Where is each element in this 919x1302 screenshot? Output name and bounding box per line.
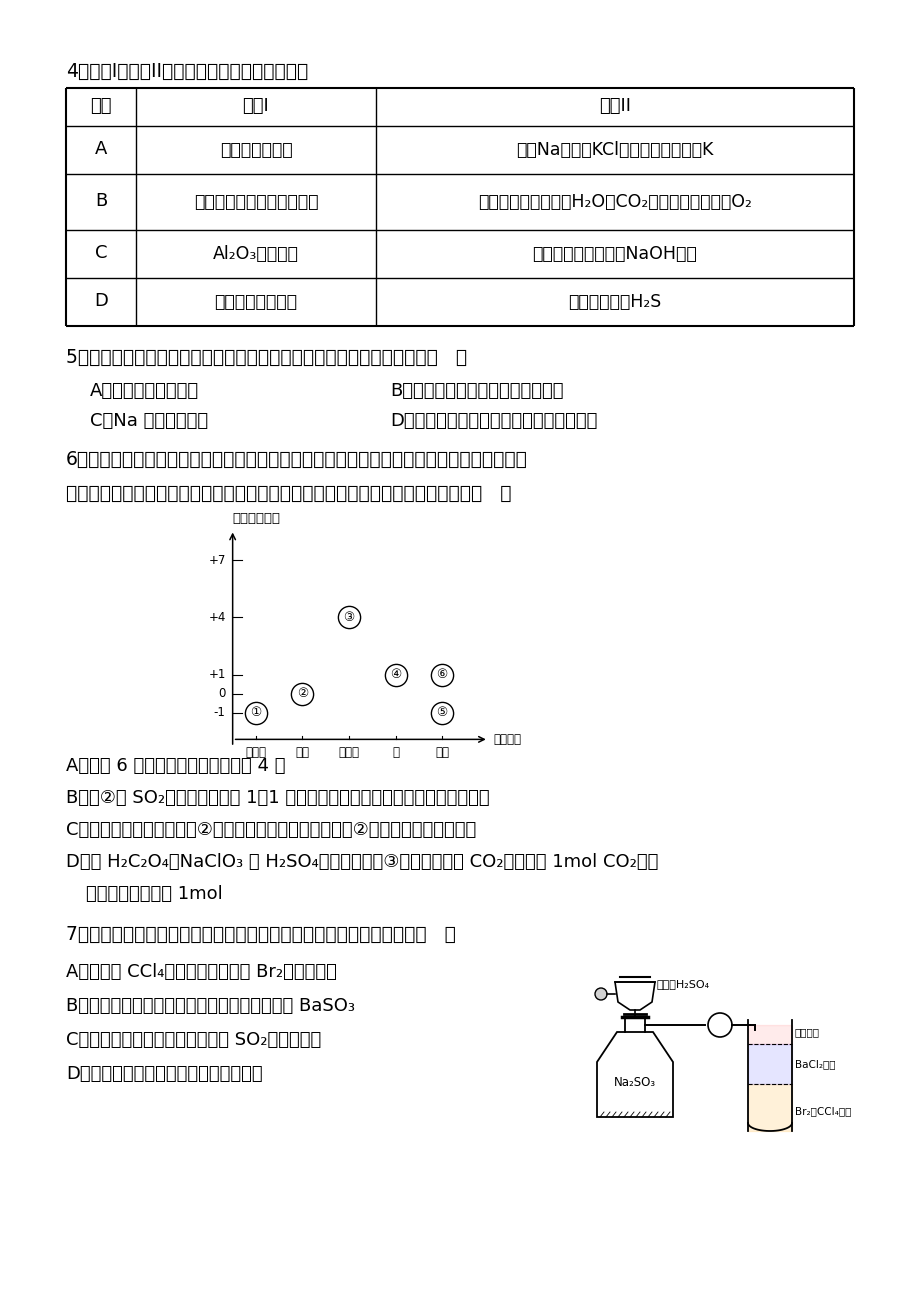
Text: 0: 0: [218, 687, 225, 700]
Text: 红色花瓣: 红色花瓣: [794, 1027, 819, 1036]
Text: ①: ①: [250, 706, 261, 719]
Text: +7: +7: [208, 553, 225, 566]
Text: -1: -1: [213, 706, 225, 719]
Text: 选项: 选项: [90, 98, 111, 116]
Text: C: C: [95, 245, 108, 263]
Text: ③: ③: [343, 611, 354, 624]
Text: C．可以用浓氨水检查输送②的管道是否漏气，在此过程中②既作氧化剂又作还原剂: C．可以用浓氨水检查输送②的管道是否漏气，在此过程中②既作氧化剂又作还原剂: [66, 822, 476, 838]
Text: 5．下列各组物质充分反应后，只能得到一种气体（不考虑水蒸气）的是（   ）: 5．下列各组物质充分反应后，只能得到一种气体（不考虑水蒸气）的是（ ）: [66, 348, 467, 367]
Text: 氯元素化合价: 氯元素化合价: [233, 512, 280, 525]
Text: 可用氧化铝坩埚熔化NaOH固体: 可用氧化铝坩埚熔化NaOH固体: [532, 245, 697, 263]
Text: B: B: [95, 193, 107, 211]
Text: A．上述 6 种物质，属于电解质的有 4 种: A．上述 6 种物质，属于电解质的有 4 种: [66, 756, 285, 775]
Text: 物质类别: 物质类别: [493, 733, 521, 746]
Text: A: A: [95, 141, 108, 159]
Text: ②: ②: [297, 687, 308, 700]
Text: 电子的物质的量为 1mol: 电子的物质的量为 1mol: [85, 885, 222, 904]
Text: Al₂O₃的熔点高: Al₂O₃的熔点高: [213, 245, 299, 263]
Text: +1: +1: [208, 668, 225, 681]
Text: A．木炭和浓硫酸共热: A．木炭和浓硫酸共热: [90, 381, 199, 400]
Text: 6．价类二维图是学习元素及其化合物知识的重要模型。它是以元素化合价为纵坐标，以物质: 6．价类二维图是学习元素及其化合物知识的重要模型。它是以元素化合价为纵坐标，以物…: [66, 450, 528, 469]
Text: +4: +4: [208, 611, 225, 624]
Text: C．试管中的红色花瓣褪色，说明 SO₂具有漂白性: C．试管中的红色花瓣褪色，说明 SO₂具有漂白性: [66, 1031, 321, 1049]
Text: A．试管内 CCl₄层溶液褪色，说明 Br₂具有氧化性: A．试管内 CCl₄层溶液褪色，说明 Br₂具有氧化性: [66, 963, 336, 980]
Circle shape: [595, 988, 607, 1000]
Text: 氧化物: 氧化物: [338, 746, 359, 759]
Text: 过氧化钠与人呼出的H₂O、CO₂都能发生反应生成O₂: 过氧化钠与人呼出的H₂O、CO₂都能发生反应生成O₂: [478, 193, 751, 211]
Text: 用浓硫酸干燥H₂S: 用浓硫酸干燥H₂S: [568, 293, 661, 310]
Text: D: D: [94, 293, 108, 310]
Text: ⑥: ⑥: [436, 668, 448, 681]
Text: D．汽油在汽车发动机中燃烧后排出的气体: D．汽油在汽车发动机中燃烧后排出的气体: [390, 411, 596, 430]
Text: 4．陈述I和陈述II均正确，且具有因果关系的是: 4．陈述I和陈述II均正确，且具有因果关系的是: [66, 62, 308, 81]
Text: 钠盐: 钠盐: [435, 746, 448, 759]
Text: ⑤: ⑤: [436, 706, 448, 719]
Text: B．足量的铜跟一定量的浓硝酸反应: B．足量的铜跟一定量的浓硝酸反应: [390, 381, 563, 400]
Text: D．球形干燥管中放有碱石灰，防止污染: D．球形干燥管中放有碱石灰，防止污染: [66, 1065, 262, 1083]
Text: 陈述II: 陈述II: [598, 98, 630, 116]
Text: 钠金属性比钾强: 钠金属性比钾强: [220, 141, 292, 159]
Text: ④: ④: [390, 668, 401, 681]
Text: 可用Na和熔融KCl在高温下反应制备K: 可用Na和熔融KCl在高温下反应制备K: [516, 141, 713, 159]
Text: C．Na 与稀硫酸反应: C．Na 与稀硫酸反应: [90, 411, 208, 430]
Text: 单质: 单质: [295, 746, 309, 759]
Text: BaCl₂溶液: BaCl₂溶液: [794, 1059, 834, 1069]
Text: 陈述I: 陈述I: [243, 98, 269, 116]
Text: 过氧化钠用于制造呼吸面具: 过氧化钠用于制造呼吸面具: [194, 193, 318, 211]
Text: 7．打开分液漏斗活塞，进行如图所示的探究实验，以下说法错误的是（   ）: 7．打开分液漏斗活塞，进行如图所示的探究实验，以下说法错误的是（ ）: [66, 924, 456, 944]
Text: B．一段时间后试管内有白色沉淀，说明生成了 BaSO₃: B．一段时间后试管内有白色沉淀，说明生成了 BaSO₃: [66, 997, 355, 1016]
Text: B．将②与 SO₂按物质的量之比 1：1 通入水中，再滴加紫色石蕊试液，溶液变红: B．将②与 SO₂按物质的量之比 1：1 通入水中，再滴加紫色石蕊试液，溶液变红: [66, 789, 489, 807]
Text: 类别为横坐标的二维平面图像。如图为氯元素的价类二维图。下列叙述不正确的是（   ）: 类别为横坐标的二维平面图像。如图为氯元素的价类二维图。下列叙述不正确的是（ ）: [66, 484, 511, 503]
Text: 某浓度H₂SO₄: 某浓度H₂SO₄: [656, 979, 709, 990]
Text: 氯化物: 氯化物: [245, 746, 267, 759]
Text: Br₂的CCl₄溶液: Br₂的CCl₄溶液: [794, 1107, 850, 1117]
Text: 酸: 酸: [391, 746, 399, 759]
Text: D．用 H₂C₂O₄、NaClO₃ 和 H₂SO₄三种物质制取③时，还会生成 CO₂等。生成 1mol CO₂转移: D．用 H₂C₂O₄、NaClO₃ 和 H₂SO₄三种物质制取③时，还会生成 C…: [66, 853, 658, 871]
Text: Na₂SO₃: Na₂SO₃: [613, 1075, 655, 1088]
Text: 浓硫酸具有吸水性: 浓硫酸具有吸水性: [214, 293, 297, 310]
